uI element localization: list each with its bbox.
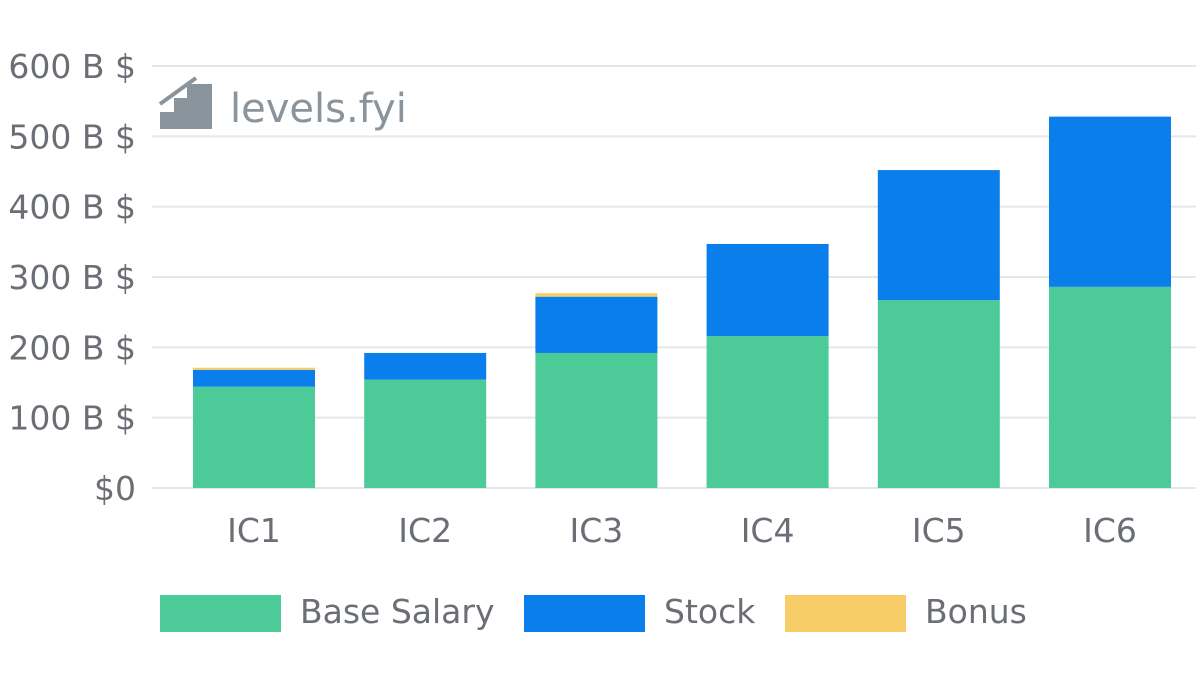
legend-swatch-base-salary[interactable] [160,595,281,632]
x-tick-label: IC6 [1083,511,1137,550]
bar-stock-ic5[interactable] [877,170,1000,301]
y-tick-label: 600 B $ [8,47,136,86]
bar-base-salary-ic3[interactable] [535,352,658,488]
bar-base-salary-ic1[interactable] [193,386,315,488]
legend-label[interactable]: Bonus [925,592,1027,631]
bar-base-salary-ic6[interactable] [1049,286,1171,488]
x-tick-label: IC1 [227,511,281,550]
y-tick-label: 300 B $ [8,258,136,297]
x-tick-label: IC5 [912,511,966,550]
legend-swatch-bonus[interactable] [785,595,906,632]
bar-bonus-ic1[interactable] [193,367,315,370]
legend-label[interactable]: Base Salary [300,592,495,631]
y-axis-tick-labels: $0 100 B $ 200 B $ 300 B $ 400 B $ 500 B $ 600… [8,47,136,508]
y-tick-label: 100 B $ [8,399,136,438]
levels-stairs-icon [158,76,212,129]
legend-label[interactable]: Stock [664,592,756,631]
bar-stock-ic3[interactable] [535,296,658,353]
bar-stock-ic4[interactable] [706,243,829,337]
x-axis-tick-labels: IC1 IC2 IC3 IC4 IC5 IC6 [227,511,1137,550]
grid-lines [152,65,1196,489]
bar-base-salary-ic4[interactable] [706,336,829,488]
watermark: levels.fyi [158,76,407,132]
bar-base-salary-ic2[interactable] [364,379,487,488]
y-tick-label: 500 B $ [8,117,136,156]
legend-swatch-stock[interactable] [524,595,645,632]
y-tick-label: 200 B $ [8,328,136,367]
bar-stock-ic1[interactable] [193,369,315,387]
bar-base-salary-ic5[interactable] [877,300,1000,488]
bar-stock-ic2[interactable] [364,352,487,380]
bars [193,116,1171,488]
bar-stock-ic6[interactable] [1049,116,1171,287]
y-tick-label: $0 [94,469,136,508]
x-tick-label: IC2 [398,511,452,550]
watermark-text: levels.fyi [230,86,407,132]
legend: Base Salary Stock Bonus [160,592,1027,632]
bar-bonus-ic3[interactable] [535,293,658,297]
x-tick-label: IC4 [741,511,795,550]
y-tick-label: 400 B $ [8,188,136,227]
x-tick-label: IC3 [570,511,624,550]
